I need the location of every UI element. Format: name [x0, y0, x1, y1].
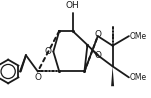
Polygon shape	[111, 66, 114, 86]
Text: OH: OH	[66, 1, 79, 10]
Text: OMe: OMe	[130, 32, 147, 41]
Polygon shape	[87, 45, 99, 56]
Text: OMe: OMe	[130, 73, 147, 82]
Text: O: O	[94, 30, 101, 39]
Text: O: O	[45, 47, 51, 56]
Text: O: O	[94, 51, 101, 60]
Text: O: O	[34, 73, 41, 82]
